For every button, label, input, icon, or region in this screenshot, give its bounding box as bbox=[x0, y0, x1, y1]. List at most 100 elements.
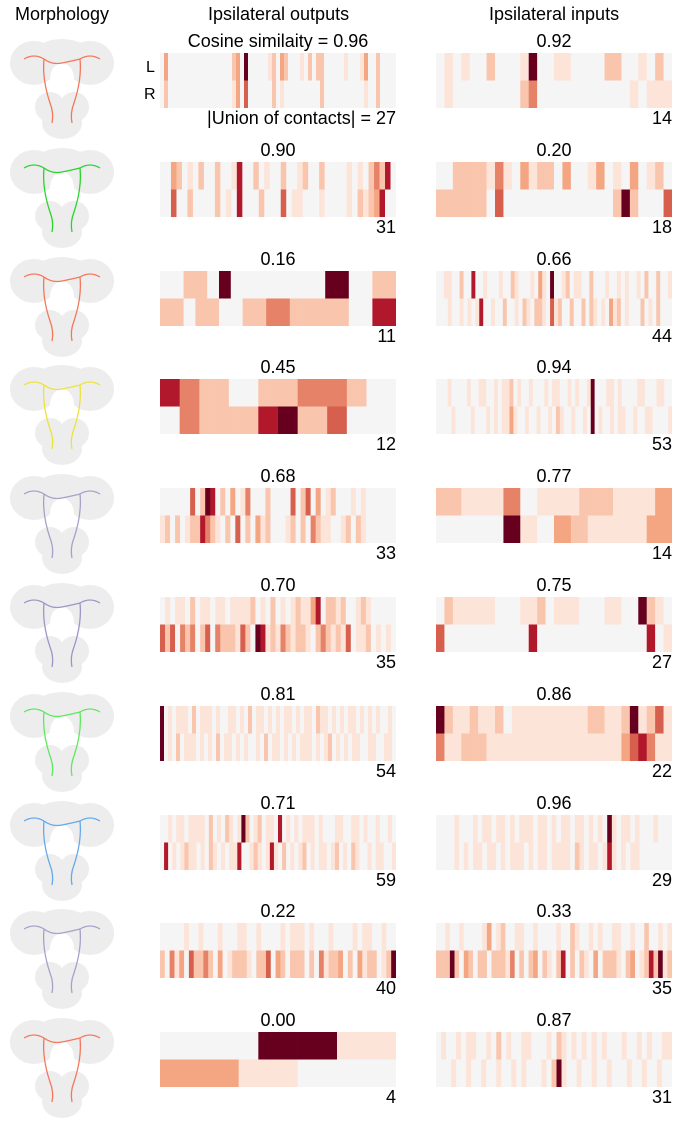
cosine-similarity-label: Cosine similaity = 0.96 bbox=[187, 31, 369, 51]
heatmap-cell-l bbox=[613, 270, 618, 299]
heatmap-cell-r bbox=[376, 406, 387, 435]
heatmap-cell-l bbox=[486, 53, 496, 81]
heatmap-cell-r bbox=[522, 298, 527, 326]
heatmap-cell-l bbox=[597, 923, 603, 951]
heatmap-cell-r bbox=[286, 842, 291, 870]
heatmap-cell-r bbox=[469, 80, 479, 108]
heatmap-cell-r bbox=[176, 80, 181, 108]
neuron-morphology-thumbnail bbox=[6, 468, 118, 580]
heatmap-cell-l bbox=[235, 597, 241, 625]
heatmap-cell-l bbox=[633, 379, 638, 407]
heatmap-cell-r bbox=[521, 1059, 527, 1088]
heatmap-cell-r bbox=[470, 406, 475, 435]
heatmap-cell-r bbox=[451, 1059, 457, 1088]
heatmap-cell-r bbox=[495, 624, 504, 652]
heatmap-cell-r bbox=[565, 842, 571, 870]
heatmap-cell-r bbox=[514, 842, 520, 870]
heatmap-cell-r bbox=[658, 842, 664, 870]
heatmap-cell-l bbox=[584, 923, 590, 951]
heatmap-cell-r bbox=[459, 842, 465, 870]
heatmap-cell-l bbox=[444, 53, 454, 81]
heatmap-cell-l bbox=[390, 597, 396, 625]
heatmap-cell-l bbox=[436, 923, 441, 951]
heatmap-cell-l bbox=[351, 814, 356, 843]
heatmap-cell-l bbox=[172, 705, 177, 734]
heatmap-cell-r bbox=[363, 842, 368, 870]
heatmap-cell-r bbox=[482, 842, 488, 870]
heatmap-cell-l bbox=[304, 53, 309, 81]
heatmap-cell-l bbox=[275, 597, 281, 625]
heatmap-cell-l bbox=[372, 270, 385, 299]
heatmap-cell-l bbox=[280, 488, 286, 516]
heatmap-cell-l bbox=[164, 814, 169, 843]
neuron-row: 0.81 54 0.86 22 bbox=[0, 684, 679, 800]
heatmap-cell-l bbox=[471, 270, 476, 299]
heatmap-cell-l bbox=[307, 379, 318, 407]
heatmap-cell-l bbox=[356, 1032, 377, 1060]
heatmap-cell-r bbox=[528, 515, 538, 544]
heatmap-cell-r bbox=[305, 515, 311, 544]
heatmap-cell-l bbox=[656, 379, 661, 407]
heatmap-cell-r bbox=[380, 733, 385, 761]
heatmap-cell-l bbox=[475, 270, 480, 299]
heatmap-cell-l bbox=[175, 597, 181, 625]
heatmap-cell-l bbox=[325, 270, 338, 299]
heatmap-cell-r bbox=[231, 189, 238, 217]
heatmap-cell-r bbox=[360, 298, 373, 326]
heatmap-cell-r bbox=[335, 189, 342, 217]
heatmap-cell-l bbox=[314, 923, 320, 951]
heatmap-cell-r bbox=[204, 733, 209, 761]
heatmap-cell-r bbox=[165, 189, 172, 217]
heatmap-cell-l bbox=[486, 488, 496, 516]
heatmap-cell-r bbox=[210, 624, 216, 652]
heatmap-cell-l bbox=[265, 488, 271, 516]
heatmap-cell-r bbox=[328, 950, 334, 979]
heatmap-cell-l bbox=[360, 488, 367, 516]
heatmap-cell-l bbox=[371, 923, 378, 951]
heatmap-cell-l bbox=[212, 923, 219, 951]
heatmap-cell-l bbox=[537, 814, 543, 843]
heatmap-cell-r bbox=[168, 80, 173, 108]
heatmap-cell-l bbox=[300, 597, 306, 625]
heatmap-cell-l bbox=[270, 488, 276, 516]
brain-outline bbox=[10, 909, 114, 1010]
heatmap-cell-l bbox=[237, 923, 243, 951]
heatmap-cell-l bbox=[459, 270, 464, 299]
heatmap-cell-r bbox=[546, 1059, 552, 1088]
heatmap-cell-l bbox=[532, 379, 537, 407]
heatmap-cell-r bbox=[388, 733, 393, 761]
heatmap-cell-r bbox=[506, 298, 512, 326]
heatmap-cell-l bbox=[531, 1032, 537, 1060]
heatmap-cell-l bbox=[573, 270, 578, 299]
heatmap-cell-l bbox=[616, 270, 622, 299]
heatmap-cell-r bbox=[505, 406, 510, 435]
heatmap-cell-r bbox=[169, 950, 175, 979]
heatmap-cell-r bbox=[449, 950, 455, 979]
heatmap-cell-l bbox=[196, 705, 201, 734]
heatmap-cell-r bbox=[542, 950, 548, 979]
heatmap-cell-r bbox=[579, 624, 589, 652]
heatmap-cell-l bbox=[344, 53, 349, 81]
heatmap-cell-l bbox=[212, 814, 218, 843]
heatmap-cell-r bbox=[452, 515, 462, 544]
neuron-row: 0.90 31 0.20 18 bbox=[0, 140, 679, 256]
inputs-heatmap bbox=[436, 1032, 672, 1088]
heatmap-cell-l bbox=[291, 161, 298, 190]
heatmap-cell-l bbox=[160, 705, 165, 734]
heatmap-cell-l bbox=[640, 270, 645, 299]
neuron-row: 0.22 40 0.33 35 bbox=[0, 901, 679, 1017]
heatmap-cell-l bbox=[198, 161, 205, 190]
heatmap-cell-l bbox=[655, 488, 664, 516]
heatmap-cell-l bbox=[602, 814, 608, 843]
heatmap-cell-r bbox=[386, 406, 396, 435]
heatmap-cell-r bbox=[454, 842, 460, 870]
heatmap-cell-r bbox=[179, 950, 185, 979]
heatmap-cell-l bbox=[387, 814, 393, 843]
heatmap-cell-l bbox=[203, 161, 210, 190]
heatmap-cell-l bbox=[511, 1032, 517, 1060]
heatmap-cell-r bbox=[528, 950, 534, 979]
heatmap-cell-r bbox=[384, 80, 389, 108]
heatmap-cell-r bbox=[345, 624, 352, 652]
heatmap-cell-r bbox=[495, 80, 504, 108]
inputs-contact-count: 14 bbox=[651, 543, 672, 564]
